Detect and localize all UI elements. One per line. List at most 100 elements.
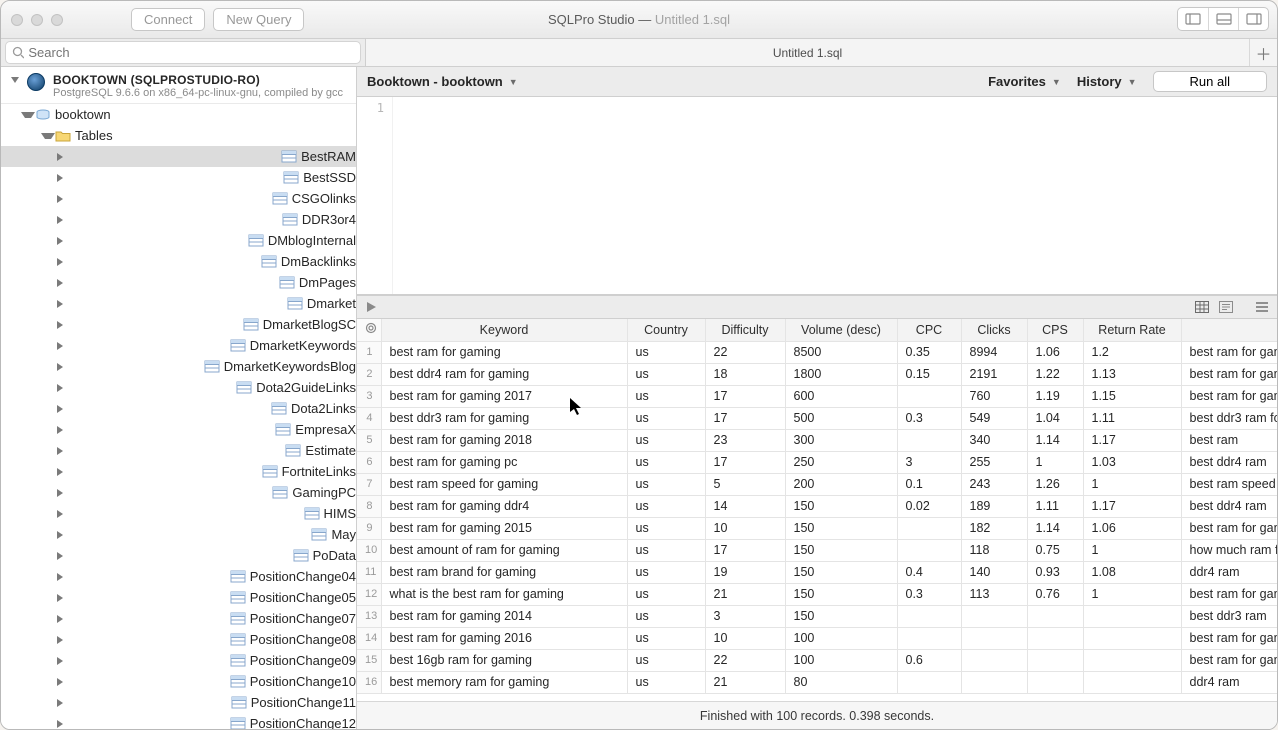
cell[interactable]: ddr4 ram — [1181, 671, 1277, 693]
cell[interactable]: best ram brand for gaming — [381, 561, 627, 583]
cell[interactable]: 21 — [705, 671, 785, 693]
disclosure-icon[interactable] — [57, 363, 204, 371]
disclosure-icon[interactable] — [57, 195, 272, 203]
cell[interactable] — [897, 627, 961, 649]
cell[interactable]: 17 — [705, 451, 785, 473]
cell[interactable] — [1027, 649, 1083, 671]
table-row[interactable]: 10best amount of ram for gamingus1715011… — [357, 539, 1277, 561]
tree-item[interactable]: DmBacklinks — [1, 251, 356, 272]
disclosure-icon[interactable] — [57, 720, 230, 728]
cell[interactable]: best ram for gaming — [1181, 385, 1277, 407]
cell[interactable]: us — [627, 495, 705, 517]
cell[interactable]: 1.22 — [1027, 363, 1083, 385]
table-row[interactable]: 2best ddr4 ram for gamingus1818000.15219… — [357, 363, 1277, 385]
cell[interactable]: 340 — [961, 429, 1027, 451]
cell[interactable]: 80 — [785, 671, 897, 693]
table-row[interactable]: 16best memory ram for gamingus2180ddr4 r… — [357, 671, 1277, 693]
cell[interactable]: 113 — [961, 583, 1027, 605]
disclosure-icon[interactable] — [57, 489, 272, 497]
column-header[interactable]: Difficulty — [705, 319, 785, 341]
cell[interactable]: 300 — [785, 429, 897, 451]
table-row[interactable]: 11best ram brand for gamingus191500.4140… — [357, 561, 1277, 583]
tree-item[interactable]: Estimate — [1, 440, 356, 461]
cell[interactable]: 100 — [785, 627, 897, 649]
cell[interactable]: 250 — [785, 451, 897, 473]
cell[interactable]: 3 — [705, 605, 785, 627]
cell[interactable] — [1027, 627, 1083, 649]
tree-item[interactable]: PositionChange10 — [1, 671, 356, 692]
cell[interactable]: best memory ram for gaming — [381, 671, 627, 693]
cell[interactable]: 200 — [785, 473, 897, 495]
cell[interactable]: us — [627, 363, 705, 385]
cell[interactable] — [1027, 605, 1083, 627]
column-header[interactable]: CPC — [897, 319, 961, 341]
cell[interactable]: 1 — [1083, 539, 1181, 561]
disclosure-icon[interactable] — [57, 405, 271, 413]
cell[interactable]: us — [627, 583, 705, 605]
cell[interactable] — [897, 517, 961, 539]
cell[interactable]: 600 — [785, 385, 897, 407]
cell[interactable] — [1083, 649, 1181, 671]
cell[interactable]: 1.06 — [1027, 341, 1083, 363]
cell[interactable] — [897, 671, 961, 693]
cell[interactable]: best ddr4 ram — [1181, 451, 1277, 473]
cell[interactable]: best ddr3 ram for gaming — [381, 407, 627, 429]
file-tab[interactable]: Untitled 1.sql — [366, 39, 1249, 66]
cell[interactable]: us — [627, 341, 705, 363]
min-dot[interactable] — [31, 14, 43, 26]
cell[interactable] — [1083, 605, 1181, 627]
cell[interactable]: 8994 — [961, 341, 1027, 363]
cell[interactable]: 17 — [705, 385, 785, 407]
cell[interactable]: best ram for gaming — [1181, 517, 1277, 539]
connect-button[interactable]: Connect — [131, 8, 205, 31]
cell[interactable]: best ddr3 ram — [1181, 605, 1277, 627]
cell[interactable]: 255 — [961, 451, 1027, 473]
cell[interactable]: 19 — [705, 561, 785, 583]
tree-item[interactable]: DMblogInternal — [1, 230, 356, 251]
disclosure-icon[interactable] — [41, 133, 55, 139]
disclosure-icon[interactable] — [57, 594, 230, 602]
cell[interactable]: best ram speed for gaming — [1181, 473, 1277, 495]
table-row[interactable]: 15best 16gb ram for gamingus221000.6best… — [357, 649, 1277, 671]
table-row[interactable]: 3best ram for gaming 2017us176007601.191… — [357, 385, 1277, 407]
cell[interactable]: best ram for gaming 2016 — [381, 627, 627, 649]
search-input[interactable] — [28, 45, 354, 60]
cell[interactable]: best 16gb ram for gaming — [381, 649, 627, 671]
disclosure-icon[interactable] — [57, 615, 230, 623]
cell[interactable]: us — [627, 473, 705, 495]
disclosure-icon[interactable] — [21, 112, 35, 118]
cell[interactable]: 18 — [705, 363, 785, 385]
cell[interactable]: best ram for gaming — [1181, 341, 1277, 363]
grid-mode-icon[interactable] — [1195, 301, 1209, 313]
cell[interactable] — [897, 539, 961, 561]
cell[interactable]: 1.04 — [1027, 407, 1083, 429]
column-header[interactable]: Keyword — [381, 319, 627, 341]
disclosure-icon[interactable] — [57, 531, 311, 539]
view-right-icon[interactable] — [1238, 8, 1268, 30]
cell[interactable]: 5 — [705, 473, 785, 495]
cell[interactable]: 500 — [785, 407, 897, 429]
search-box[interactable] — [5, 41, 361, 64]
cell[interactable]: 1 — [1083, 473, 1181, 495]
table-row[interactable]: 6best ram for gaming pcus17250325511.03b… — [357, 451, 1277, 473]
breadcrumb[interactable]: Booktown - booktown ▼ — [367, 74, 518, 89]
tree-item[interactable]: DmarketKeywords — [1, 335, 356, 356]
tree-item[interactable]: BestSSD — [1, 167, 356, 188]
code-area[interactable] — [393, 97, 1277, 294]
cell[interactable]: 0.15 — [897, 363, 961, 385]
cell[interactable]: 150 — [785, 561, 897, 583]
cell[interactable]: us — [627, 649, 705, 671]
cell[interactable]: best ddr4 ram — [1181, 495, 1277, 517]
cell[interactable] — [897, 429, 961, 451]
tree-item[interactable]: HIMS — [1, 503, 356, 524]
disclosure-icon[interactable] — [57, 384, 236, 392]
cell[interactable]: 0.02 — [897, 495, 961, 517]
cell[interactable]: what is the best ram for gaming — [381, 583, 627, 605]
cell[interactable]: 0.1 — [897, 473, 961, 495]
cell[interactable]: best amount of ram for gaming — [381, 539, 627, 561]
cell[interactable]: 1.11 — [1083, 407, 1181, 429]
play-icon[interactable] — [365, 301, 377, 313]
tree-item[interactable]: DDR3or4 — [1, 209, 356, 230]
history-menu[interactable]: History▼ — [1077, 74, 1137, 89]
cell[interactable]: 182 — [961, 517, 1027, 539]
